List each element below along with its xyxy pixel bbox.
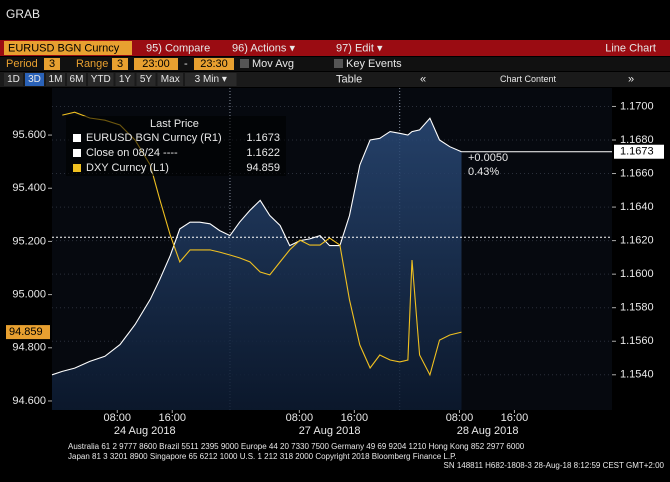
- y2-tick-label: 1.1640: [620, 201, 654, 213]
- range-button[interactable]: [4, 73, 23, 86]
- footer-line: SN 148811 H682-1808-3 28-Aug-18 8:12:59 …: [443, 461, 664, 470]
- x-tick-label: 08:00: [446, 412, 474, 424]
- start-time: 23:00: [142, 58, 170, 70]
- toolbar-button[interactable]: 95) Compare: [146, 42, 210, 54]
- range-buttons: 1D 3D 1M 6M YTD 1Y 5Y Max 3 Min ▾: [4, 73, 237, 86]
- checkbox[interactable]: [240, 59, 249, 68]
- y-tick-label: 94.600: [12, 395, 46, 407]
- range-button[interactable]: [25, 73, 44, 86]
- x-tick-label: 16:00: [501, 412, 529, 424]
- legend-title: Last Price: [150, 118, 199, 130]
- range-button[interactable]: [185, 73, 237, 86]
- range-button-label: 1M: [49, 74, 63, 85]
- range-button[interactable]: [157, 73, 184, 86]
- end-box[interactable]: [194, 58, 234, 70]
- y2-tick-label: 1.1580: [620, 302, 654, 314]
- y2-tick-label: 1.1680: [620, 134, 654, 146]
- legend-label: EURUSD BGN Curncy (R1): [86, 132, 222, 144]
- table-button[interactable]: Table: [336, 73, 362, 85]
- date-label: 24 Aug 2018: [114, 425, 176, 437]
- end-time: 23:30: [200, 58, 228, 70]
- x-tick-label: 16:00: [158, 412, 186, 424]
- chart-content[interactable]: Chart Content: [500, 74, 557, 84]
- toolbar: [0, 40, 670, 56]
- window-title: GRAB: [6, 7, 40, 21]
- line: [51, 117, 462, 376]
- x-tick-label: 08:00: [286, 412, 314, 424]
- range-button[interactable]: [115, 73, 135, 86]
- y2-tick-label: 1.1620: [620, 235, 654, 247]
- legend-label: Close on 08/24 ----: [86, 147, 178, 159]
- last-value-tag: [614, 144, 664, 159]
- y2-tick-label: 1.1560: [620, 335, 654, 347]
- range-button-label: Max: [161, 74, 180, 85]
- y2-tick-label: 1.1540: [620, 369, 654, 381]
- legend-value: 94.859: [246, 162, 280, 174]
- collapse-arrow[interactable]: «: [420, 73, 426, 85]
- area: [52, 118, 462, 410]
- period-value: 3: [49, 58, 55, 70]
- range-button-label: 1Y: [119, 74, 132, 85]
- range-button-label: 6M: [70, 74, 84, 85]
- range-button-label: 5Y: [140, 74, 153, 85]
- date-label: 28 Aug 2018: [457, 425, 519, 437]
- range-button[interactable]: [136, 73, 156, 86]
- y2-tick-label: 1.1700: [620, 100, 654, 112]
- annotation: 0.43%: [468, 166, 499, 178]
- legend-swatch: [73, 134, 81, 142]
- range-box[interactable]: [112, 58, 128, 70]
- y-tick-label: 94.800: [12, 342, 46, 354]
- footer-line: Australia 61 2 9777 8600 Brazil 5511 239…: [68, 442, 525, 451]
- legend-value: 1.1673: [246, 132, 280, 144]
- key-events[interactable]: Key Events: [346, 58, 402, 70]
- y-tick-label: 95.200: [12, 235, 46, 247]
- annotation: +0.0050: [468, 152, 508, 164]
- range-value: 3: [117, 58, 123, 70]
- y-tick-label: 95.400: [12, 182, 46, 194]
- x-tick-label: 16:00: [341, 412, 369, 424]
- y-tick-label: 95.000: [12, 289, 46, 301]
- period-label: Period: [6, 58, 38, 70]
- start-box[interactable]: [134, 58, 178, 70]
- x-tick-label: 08:00: [104, 412, 132, 424]
- toolbar-button[interactable]: 97) Edit ▾: [336, 42, 383, 54]
- period-box[interactable]: [44, 58, 60, 70]
- last-value-tag: [6, 325, 50, 340]
- footer-line: Japan 81 3 3201 8900 Singapore 65 6212 1…: [68, 452, 457, 461]
- mov-avg[interactable]: Mov Avg: [252, 58, 294, 70]
- y2-tick-label: 1.1600: [620, 268, 654, 280]
- security-box[interactable]: [4, 41, 132, 55]
- last-value: 94.859: [9, 326, 43, 338]
- chart-type[interactable]: Line Chart: [605, 42, 656, 54]
- legend-swatch: [73, 164, 81, 172]
- date-label: 27 Aug 2018: [299, 425, 361, 437]
- expand-arrow[interactable]: »: [628, 73, 634, 85]
- dash: -: [184, 58, 188, 70]
- toolbar-button[interactable]: 96) Actions ▾: [232, 42, 295, 54]
- checkbox[interactable]: [334, 59, 343, 68]
- line: [62, 111, 462, 377]
- range-button-label: 3 Min ▾: [195, 74, 227, 85]
- legend: [66, 116, 286, 176]
- range-button[interactable]: [67, 73, 86, 86]
- last-value: 1.1673: [620, 146, 654, 158]
- security: EURUSD BGN Curncy: [8, 42, 120, 54]
- range-button-label: 3D: [28, 74, 41, 85]
- plot: 1.1700 1.1680 1.1660 1.1640 1.1620 1.1600 1.15…: [6, 88, 664, 437]
- range-button[interactable]: [88, 73, 114, 86]
- legend-label: DXY Curncy (L1): [86, 162, 169, 174]
- y2-tick-label: 1.1660: [620, 167, 654, 179]
- range-button-label: YTD: [91, 74, 111, 85]
- range-button[interactable]: [46, 73, 65, 86]
- y-tick-label: 95.600: [12, 129, 46, 141]
- legend-value: 1.1622: [246, 147, 280, 159]
- range-button-label: 1D: [7, 74, 20, 85]
- legend-swatch: [73, 149, 81, 157]
- range-label: Range: [76, 58, 108, 70]
